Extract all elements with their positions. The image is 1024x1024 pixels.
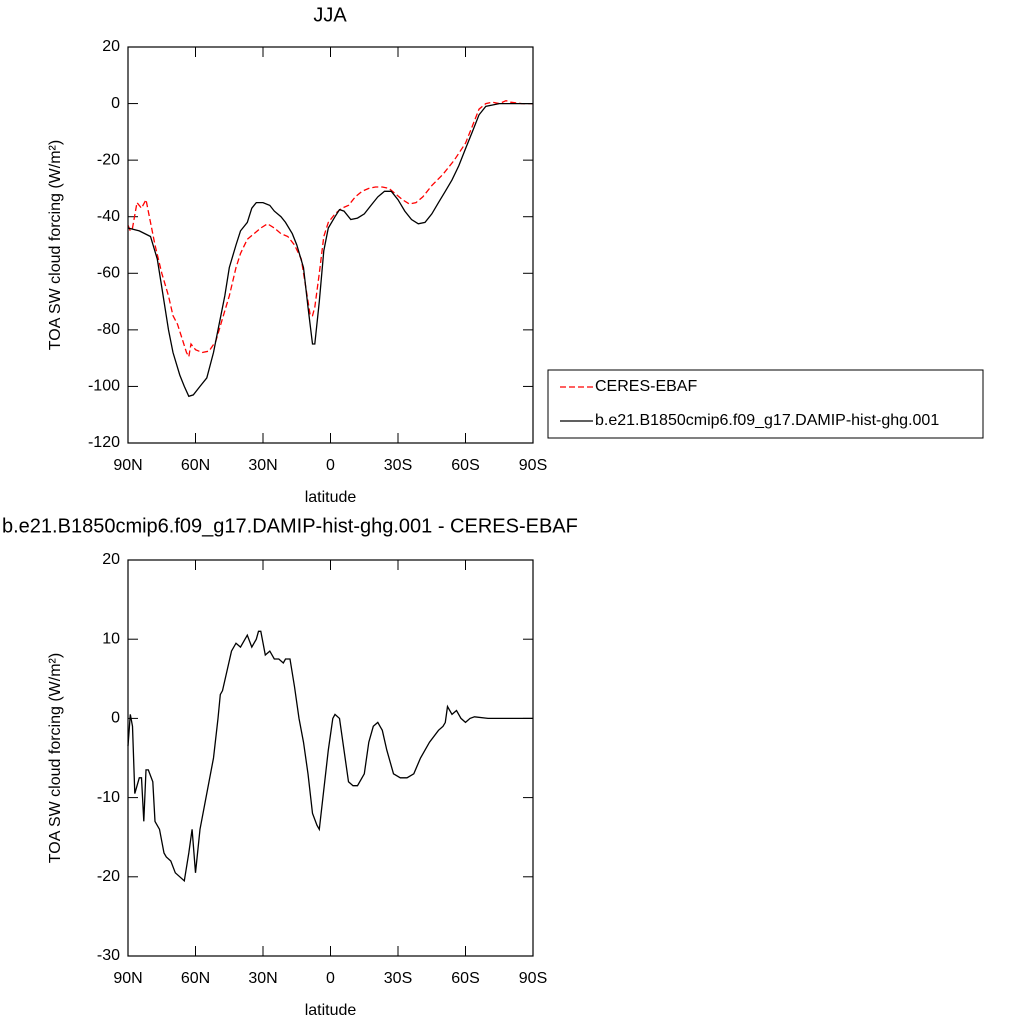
x-tick-label: 30S (384, 457, 412, 474)
x-tick-label: 60S (451, 457, 479, 474)
y-tick-label: -30 (97, 947, 120, 964)
x-tick-label: 60N (181, 457, 210, 474)
plot-frame (127, 46, 534, 444)
y-tick-label: -120 (88, 434, 120, 451)
chart-title: b.e21.B1850cmip6.f09_g17.DAMIP-hist-ghg.… (2, 515, 578, 537)
plot-frame (127, 559, 534, 957)
x-tick-label: 60S (451, 970, 479, 987)
y-tick-label: 10 (102, 630, 120, 647)
y-tick-label: 20 (102, 551, 120, 568)
x-axis-label: latitude (305, 1002, 357, 1019)
x-tick-label: 60N (181, 970, 210, 987)
x-tick-label: 90S (519, 970, 547, 987)
y-tick-label: -100 (88, 378, 120, 395)
y-tick-label: -60 (97, 265, 120, 282)
x-tick-label: 90S (519, 457, 547, 474)
chart-title: JJA (313, 4, 347, 26)
x-axis-label: latitude (305, 489, 357, 506)
x-tick-label: 90N (113, 970, 142, 987)
y-tick-label: -80 (97, 321, 120, 338)
legend-label: CERES-EBAF (595, 378, 697, 395)
y-tick-label: 20 (102, 38, 120, 55)
x-tick-label: 90N (113, 457, 142, 474)
legend-label: b.e21.B1850cmip6.f09_g17.DAMIP-hist-ghg.… (595, 412, 939, 429)
y-tick-label: -20 (97, 868, 120, 885)
y-axis-label: TOA SW cloud forcing (W/m²) (47, 653, 64, 863)
x-tick-label: 0 (326, 457, 335, 474)
x-tick-label: 30S (384, 970, 412, 987)
data-line (127, 630, 533, 883)
data-line (127, 100, 533, 359)
y-axis-label: TOA SW cloud forcing (W/m²) (47, 140, 64, 350)
data-line (127, 102, 533, 398)
x-tick-label: 0 (326, 970, 335, 987)
y-tick-label: 0 (111, 710, 120, 727)
y-tick-label: -20 (97, 151, 120, 168)
x-tick-label: 30N (248, 457, 277, 474)
y-tick-label: -10 (97, 789, 120, 806)
y-tick-label: -40 (97, 208, 120, 225)
y-tick-label: 0 (111, 95, 120, 112)
x-tick-label: 30N (248, 970, 277, 987)
legend-box (547, 369, 984, 439)
